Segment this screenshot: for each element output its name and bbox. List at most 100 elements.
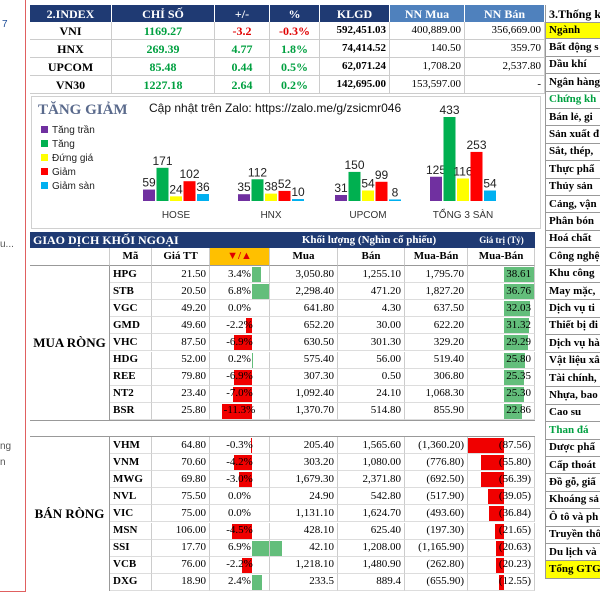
category-label: HOSE (162, 210, 191, 221)
foreign-cell: 1,068.30 (405, 385, 468, 403)
bar (183, 181, 196, 201)
index-cell: 356,669.00 (465, 22, 545, 40)
foreign-cell: 630.50 (270, 334, 338, 352)
sector-row: Phân bón (545, 213, 600, 231)
foreign-cell: SSI (110, 539, 152, 557)
index-header: CHỈ SỐ (112, 5, 215, 22)
foreign-cell: 106.00 (152, 522, 210, 540)
sector-row: May mặc, (545, 283, 600, 301)
foreign-cell: VGC (110, 300, 152, 318)
index-cell: 1.8% (270, 40, 320, 58)
bar (457, 178, 469, 201)
index-header: KLGD (320, 5, 390, 22)
foreign-cell: 31.32 (468, 317, 535, 335)
foreign-cell: 2,371.80 (338, 471, 405, 489)
index-cell: 153,597.00 (390, 76, 465, 94)
foreign-cell: 2,298.40 (270, 283, 338, 301)
foreign-cell: 22.86 (468, 402, 535, 420)
chart-title: TĂNG GIẢM (38, 101, 128, 118)
value-data-bar (504, 386, 525, 402)
index-cell: 400,889.00 (390, 22, 465, 40)
index-header: 2.INDEX (30, 5, 112, 22)
bar-value-label: 54 (483, 177, 497, 191)
index-cell: - (465, 76, 545, 94)
bar-value-label: 36 (196, 180, 210, 194)
foreign-cell: 36.76 (468, 283, 535, 301)
bar (430, 176, 442, 201)
pct-data-bar (252, 267, 262, 283)
foreign-cell: 75.00 (152, 505, 210, 523)
foreign-cell: 23.40 (152, 385, 210, 403)
bar (443, 117, 456, 201)
foreign-cell: 233.5 (270, 573, 338, 591)
foreign-cell: 3.4% (210, 266, 270, 284)
value-data-bar (495, 523, 504, 539)
bar-value-label: 125 (426, 163, 446, 177)
foreign-cell: 622.20 (405, 317, 468, 335)
bar-value-label: 171 (152, 154, 172, 168)
value-data-bar (504, 403, 523, 419)
sector-row: Vật liệu xâ (545, 352, 600, 370)
value-data-bar (504, 352, 525, 368)
bar (348, 171, 361, 201)
pct-data-bar (250, 438, 252, 454)
foreign-cell: 6.8% (210, 283, 270, 301)
foreign-header: Mua (270, 248, 338, 266)
foreign-cell: (21.65) (468, 522, 535, 540)
index-cell: 142,695.00 (320, 76, 390, 94)
bar-value-label: 10 (291, 185, 305, 199)
foreign-cell: 306.80 (405, 368, 468, 386)
foreign-cell: (655.90) (405, 573, 468, 591)
foreign-cell: STB (110, 283, 152, 301)
foreign-cell: REE (110, 368, 152, 386)
bar (375, 181, 388, 201)
foreign-cell: -3.0% (210, 471, 270, 489)
sector-row: Tổng GTG (545, 561, 600, 579)
index-cell: UPCOM (30, 58, 112, 76)
foreign-cell: 25.35 (468, 368, 535, 386)
value-data-bar (498, 574, 504, 590)
foreign-cell: NT2 (110, 385, 152, 403)
index-cell: HNX (30, 40, 112, 58)
sector-row: Đồ gỗ, giấ (545, 474, 600, 492)
index-cell: -0.3% (270, 22, 320, 40)
sector-row: Ô tô và ph (545, 509, 600, 527)
foreign-cell: 0.0% (210, 300, 270, 318)
foreign-cell: (1,165.90) (405, 539, 468, 557)
foreign-cell: -7.0% (210, 385, 270, 403)
sector-row: Thực phẩ (545, 161, 600, 179)
pct-data-bar (242, 557, 252, 573)
bar (278, 190, 291, 201)
index-cell: 62,071.24 (320, 58, 390, 76)
sector-row: Nhựa, bao (545, 387, 600, 405)
category-label: UPCOM (349, 210, 386, 221)
foreign-cell: -4.2% (210, 454, 270, 472)
sector-row: Ngân hàng (545, 74, 600, 92)
foreign-cell: MSN (110, 522, 152, 540)
bar (238, 194, 250, 201)
sector-row: Sắt, thép, (545, 143, 600, 162)
foreign-cell: 652.20 (270, 317, 338, 335)
foreign-cell: 637.50 (405, 300, 468, 318)
category-label: HNX (260, 210, 281, 221)
foreign-cell: (692.50) (405, 471, 468, 489)
sector-row: Cảng, vận (545, 196, 600, 214)
foreign-cell: 0.0% (210, 488, 270, 506)
index-cell: -3.2 (215, 22, 270, 40)
foreign-cell: 30.00 (338, 317, 405, 335)
foreign-cell: 307.30 (270, 368, 338, 386)
foreign-cell: 1,370.70 (270, 402, 338, 420)
chart-subtitle: Cập nhật trên Zalo: https://zalo.me/g/zs… (149, 101, 401, 115)
pct-data-bar (233, 369, 252, 385)
bar-value-label: 102 (179, 167, 199, 181)
sector-header: Ngành (545, 22, 600, 40)
sector-row: Sản xuất đ (545, 126, 600, 144)
foreign-cell: 25.80 (468, 351, 535, 369)
foreign-cell: 25.30 (468, 385, 535, 403)
foreign-header: Mua-Bán (405, 248, 468, 266)
foreign-cell: 21.50 (152, 266, 210, 284)
index-cell: 0.2% (270, 76, 320, 94)
sector-row: Truyền thô (545, 526, 600, 544)
foreign-header: Mã (110, 248, 152, 266)
